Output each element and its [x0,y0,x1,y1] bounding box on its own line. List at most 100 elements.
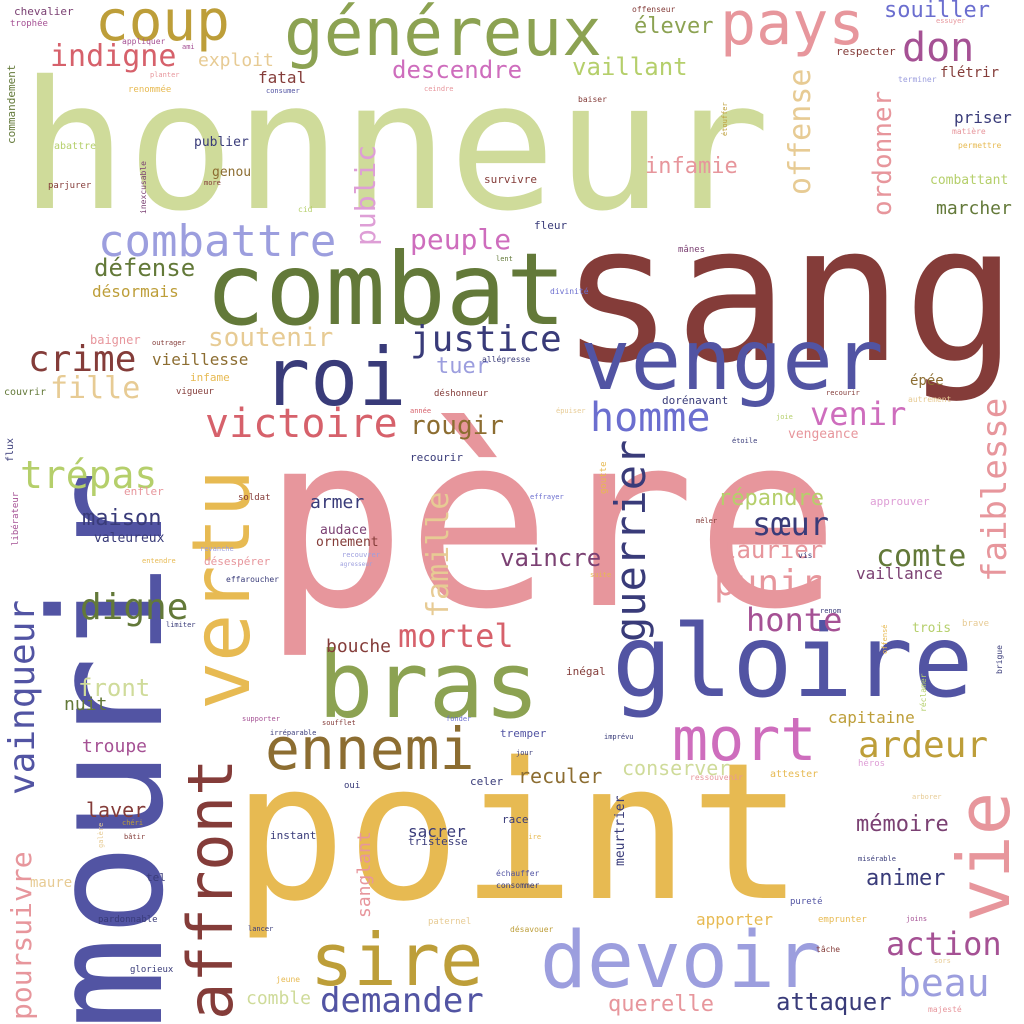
word: point [232,722,804,943]
word: consumer [266,87,300,95]
word: vis [798,551,813,560]
word: pardonnable [98,915,158,925]
word: digne [80,587,189,628]
word: entendre [142,557,176,565]
word: défense [94,254,196,282]
word: vaincre [500,544,602,572]
word: ennemi [265,715,475,783]
word: ardeur [858,725,989,766]
word: baiser [578,95,607,104]
word: tel [146,871,166,884]
word: victoire [205,401,398,447]
word: soutenir [208,323,334,353]
word: ressouvenir [690,773,743,782]
word: genou [212,165,252,180]
word: mort [672,705,817,775]
word: vengeance [788,427,859,442]
word: autrement [908,395,952,404]
word: offenseur [632,5,676,14]
word: année [410,407,432,415]
word: outrager [152,339,186,347]
word: joie [776,413,793,421]
word: tâche [816,945,841,954]
word: désormais [92,282,179,301]
word: abattre [54,141,97,152]
word: baigner [90,333,141,347]
word: punir [714,563,823,604]
word: emprunter [818,915,867,925]
word: libérateur [11,491,21,546]
word: soldat [238,493,271,503]
word: joins [906,915,928,923]
word: désavouer [510,925,554,934]
word: offense [783,68,818,195]
word: famille [421,491,456,618]
word: vie [942,791,1024,922]
word: flux [5,437,16,462]
word: race [502,813,529,826]
word: épée [910,373,944,389]
word: valeureux [94,531,165,546]
word: devoir [540,916,822,1006]
word: trépas [20,453,158,497]
word: conserver [622,756,731,780]
word: justice [410,319,562,360]
word: vertu [175,469,268,710]
word: tuer [436,354,489,379]
word: tremper [500,727,547,740]
word: venger [580,311,884,409]
word: maure [30,875,73,891]
word: honte [746,601,843,639]
word: planter [150,71,180,79]
word: roi [262,331,407,424]
word: bâtir [124,833,146,841]
word: maison [82,506,162,531]
word: offensé [881,624,889,654]
word: goutte [599,461,609,494]
word: misérable [858,855,896,863]
word: étoile [732,437,758,445]
word: essuyer [936,17,966,25]
word: more [204,179,221,187]
word: mânes [678,245,706,255]
word: répandre [718,486,824,511]
word: front [78,674,151,702]
word: respecter [836,45,896,58]
word: matière [952,127,986,136]
word: sœur [752,505,830,543]
word: chéri [122,819,144,827]
word: priser [954,108,1012,127]
word: meurtrier [613,795,628,866]
word: sors [934,957,951,965]
word: réclamer [919,673,928,712]
word: beau [898,961,990,1005]
word: parjurer [48,181,92,191]
word: allégresse [482,355,531,364]
word: vieillesse [152,350,249,369]
word: descendre [392,56,523,84]
word: limiter [166,621,196,629]
word: comte [876,539,967,574]
word: inégal [566,665,606,678]
word: indigne [50,39,177,74]
word: action [886,925,1002,963]
word: combattant [930,173,1009,188]
word: infamie [645,154,738,179]
word: élever [634,14,714,39]
word: imprévu [604,733,634,741]
word: rougir [410,411,504,441]
word: terminer [898,75,937,84]
word: vaillance [856,564,943,583]
word: paternel [428,917,472,927]
word: échauffer [496,869,540,878]
word: renom [820,607,842,615]
word: marcher [936,198,1012,219]
word: effaroucher [226,575,279,584]
word: trophée [10,19,48,29]
word: apporter [696,910,774,929]
word: déshonneur [434,389,489,399]
word: publier [194,135,249,150]
word: étouffer [721,102,729,136]
word: crime [28,339,137,380]
